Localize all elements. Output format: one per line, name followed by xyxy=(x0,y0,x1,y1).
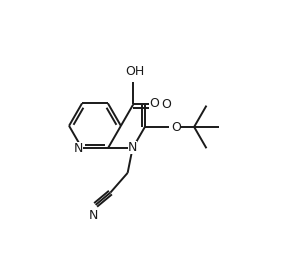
Text: N: N xyxy=(74,142,83,155)
Text: O: O xyxy=(171,121,181,134)
Text: O: O xyxy=(162,98,171,111)
Text: N: N xyxy=(128,141,137,154)
Text: N: N xyxy=(88,209,98,222)
Text: O: O xyxy=(149,97,159,110)
Text: OH: OH xyxy=(125,66,144,78)
